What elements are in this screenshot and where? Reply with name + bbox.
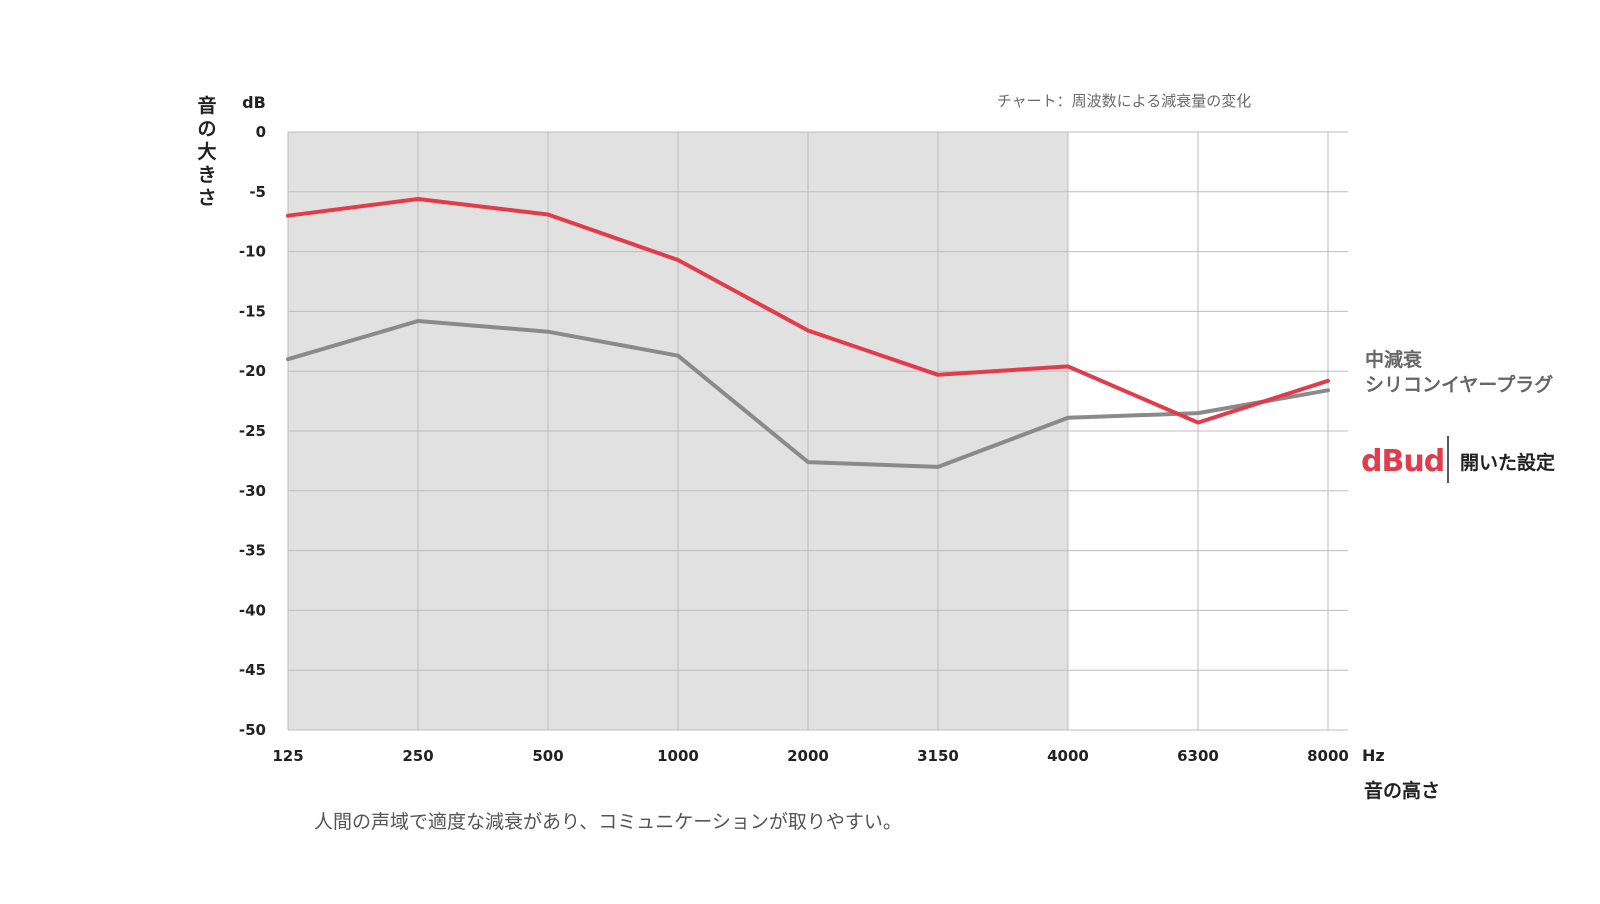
y-tick-label: -10 [239,243,266,261]
x-tick-label: 250 [402,747,433,765]
y-tick-label: -25 [239,422,266,440]
x-tick-label: 1000 [657,747,699,765]
x-axis-title: 音の高さ [1364,779,1440,802]
legend-gray-line1: 中減衰 [1365,348,1423,371]
annotation-text: 人間の声域で適度な減衰があり、コミュニケーションが取りやすい。 [314,811,902,833]
label-layer: 0 -5 -10 -15 -20 -25 -30 -35 -40 -45 -50 125 250 500 1… [239,123,1349,765]
x-tick-label: 4000 [1047,747,1089,765]
series-line [286,197,1330,425]
y-axis-title-char: 音 [197,94,216,117]
y-axis-title-char: の [197,118,216,140]
x-tick-label: 2000 [787,747,829,765]
dbud-logo: dBud [1361,444,1444,479]
chart-title: チャート：周波数による減衰量の変化 [997,92,1251,110]
legend-red-label: 開いた設定 [1460,451,1555,474]
y-tick-label: -50 [239,721,266,739]
y-tick-label: -5 [249,183,266,201]
y-axis-title-char: 大 [197,140,216,163]
y-tick-label: 0 [256,123,266,141]
x-tick-label: 8000 [1307,747,1349,765]
x-tick-label: 125 [272,747,303,765]
series-line [286,319,1330,469]
series-layer [286,197,1330,469]
x-tick-label: 500 [532,747,563,765]
y-tick-label: -30 [239,482,266,500]
x-unit-label: Hz [1362,746,1385,765]
y-tick-label: -15 [239,302,266,320]
y-tick-label: -40 [239,601,266,619]
y-unit-label: dB [242,93,266,112]
y-axis-title: 音の大きさ [197,94,216,209]
grid-layer [287,131,1348,731]
y-axis-title-char: き [197,164,216,186]
x-tick-label: 3150 [917,747,959,765]
y-axis-title-char: さ [197,187,216,209]
x-tick-label: 6300 [1177,747,1219,765]
y-tick-label: -35 [239,542,266,560]
y-tick-label: -20 [239,362,266,380]
legend-gray-line2: シリコンイヤープラグ [1365,373,1553,396]
y-tick-label: -45 [239,661,266,679]
